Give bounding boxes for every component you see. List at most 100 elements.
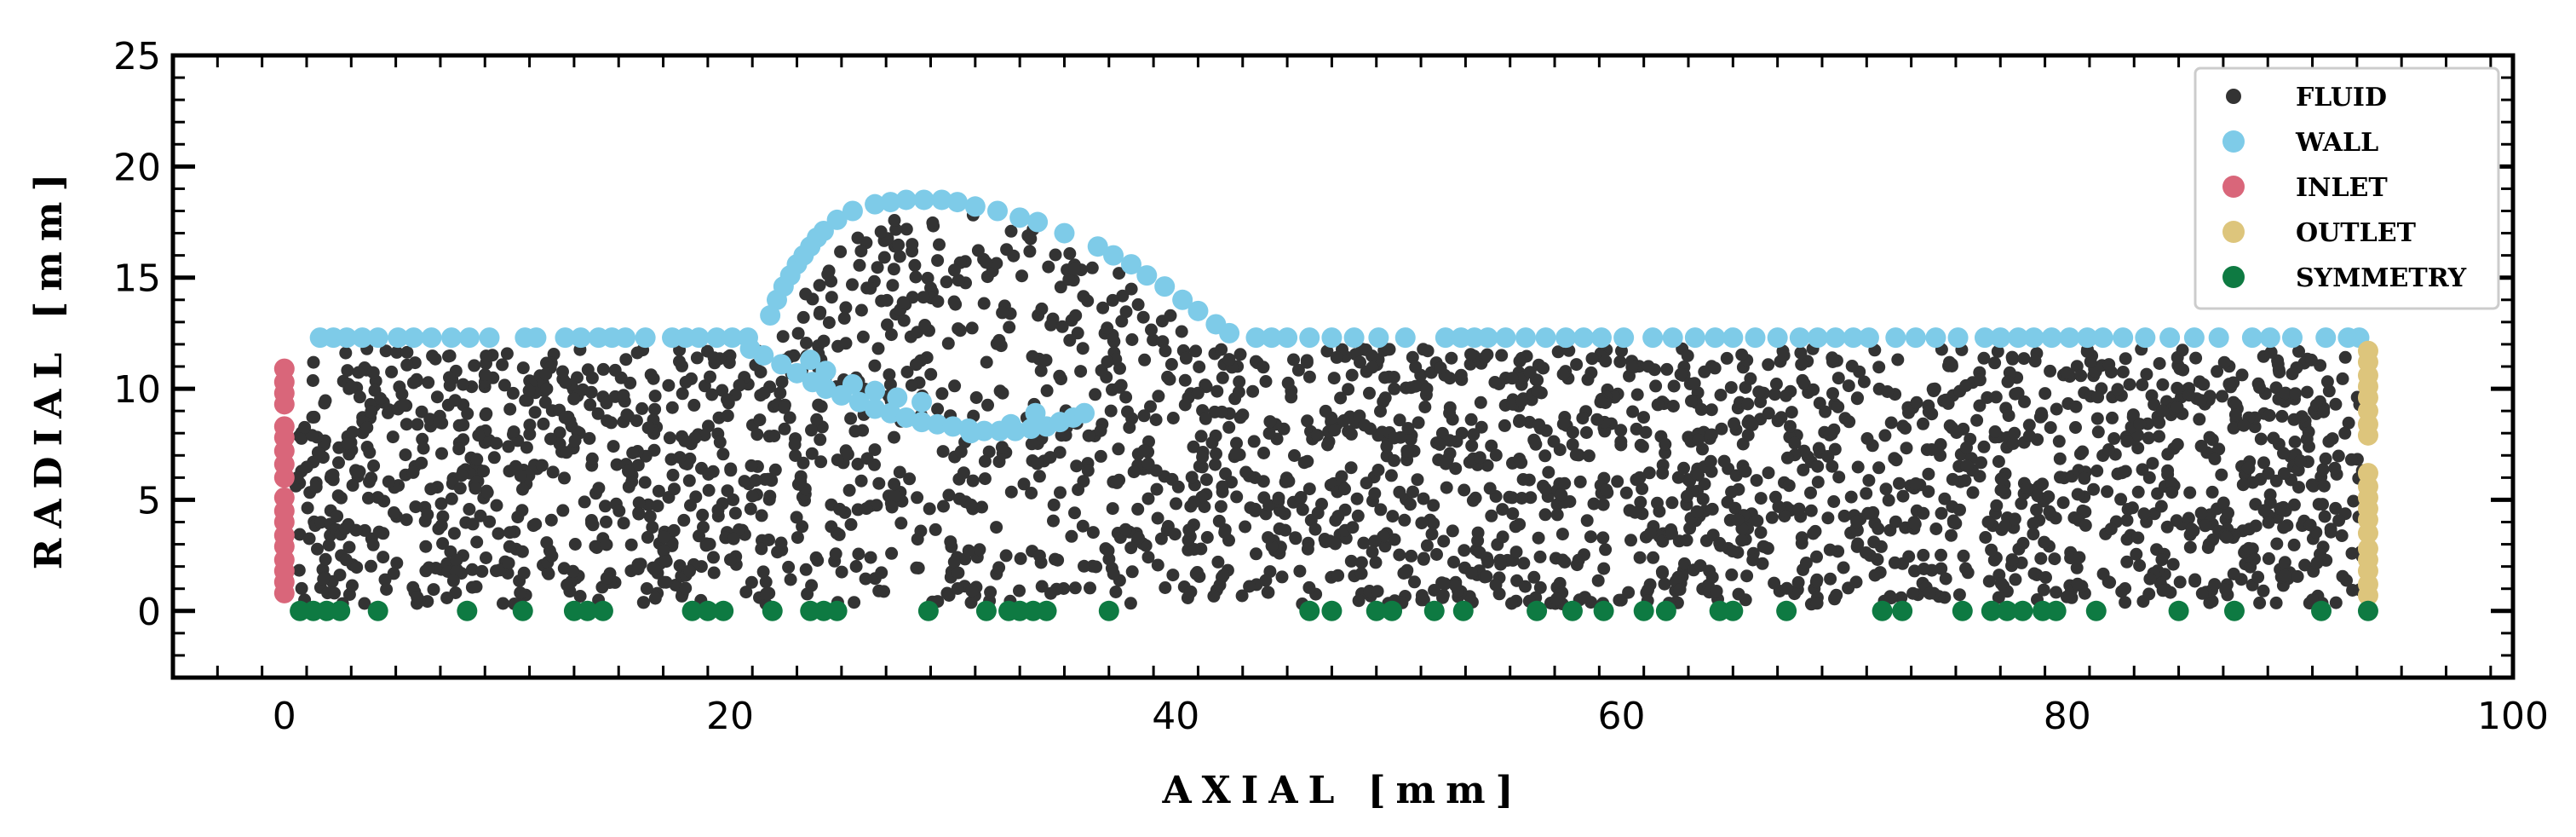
fluid-point bbox=[1436, 588, 1450, 602]
fluid-point bbox=[721, 393, 733, 407]
symmetry-point bbox=[713, 600, 734, 621]
wall-point bbox=[1573, 327, 1595, 349]
fluid-point bbox=[590, 541, 604, 554]
fluid-point bbox=[382, 406, 394, 419]
fluid-point bbox=[1837, 561, 1850, 574]
fluid-point bbox=[540, 536, 554, 550]
fluid-point bbox=[1704, 454, 1717, 468]
fluid-point bbox=[2091, 390, 2105, 404]
fluid-point bbox=[1182, 523, 1196, 537]
fluid-point bbox=[1639, 425, 1653, 439]
fluid-point bbox=[1409, 379, 1423, 393]
fluid-point bbox=[2027, 528, 2040, 541]
fluid-point bbox=[1425, 528, 1439, 541]
fluid-point bbox=[2269, 596, 2283, 609]
wall-point bbox=[615, 327, 636, 349]
fluid-point bbox=[519, 394, 532, 407]
wall-point bbox=[2259, 327, 2280, 349]
fluid-point bbox=[1708, 361, 1722, 375]
symmetry-point bbox=[1776, 600, 1797, 621]
fluid-point bbox=[1437, 534, 1451, 548]
fluid-point bbox=[888, 430, 900, 444]
fluid-point bbox=[1366, 349, 1379, 362]
wall-point bbox=[2059, 327, 2080, 349]
fluid-point bbox=[759, 575, 773, 589]
fluid-point bbox=[801, 587, 814, 601]
fluid-point bbox=[791, 477, 805, 491]
fluid-point bbox=[1788, 436, 1802, 450]
fluid-point bbox=[1992, 455, 2005, 468]
fluid-point bbox=[841, 447, 854, 461]
fluid-point bbox=[2332, 449, 2345, 463]
fluid-point bbox=[2006, 436, 2020, 450]
fluid-point bbox=[1728, 417, 1740, 430]
fluid-point bbox=[1329, 537, 1342, 551]
fluid-point bbox=[944, 535, 957, 549]
fluid-point bbox=[2053, 452, 2067, 465]
fluid-point bbox=[1467, 428, 1481, 442]
fluid-point bbox=[1141, 551, 1155, 564]
fluid-point bbox=[1246, 384, 1260, 398]
fluid-point bbox=[2203, 596, 2217, 609]
fluid-point bbox=[648, 402, 662, 416]
fluid-point bbox=[859, 572, 872, 586]
fluid-point bbox=[679, 375, 693, 389]
fluid-point bbox=[2318, 510, 2332, 523]
fluid-point bbox=[952, 274, 965, 287]
fluid-point bbox=[1988, 425, 2002, 438]
fluid-point bbox=[909, 270, 923, 284]
wall-point bbox=[336, 327, 358, 349]
fluid-point bbox=[1613, 593, 1626, 607]
x-tick-label: 40 bbox=[1152, 695, 1199, 738]
legend-label: WALL bbox=[2295, 128, 2378, 158]
fluid-point bbox=[753, 413, 767, 427]
fluid-point bbox=[2205, 485, 2219, 499]
fluid-point bbox=[1308, 522, 1322, 536]
fluid-point bbox=[1756, 557, 1769, 570]
fluid-point bbox=[844, 412, 858, 425]
fluid-point bbox=[1383, 343, 1396, 356]
fluid-point bbox=[846, 278, 859, 292]
fluid-point bbox=[2140, 367, 2153, 381]
legend-marker bbox=[2222, 130, 2245, 153]
fluid-point bbox=[2208, 578, 2222, 592]
fluid-point bbox=[877, 585, 890, 598]
fluid-point bbox=[1498, 418, 1511, 432]
fluid-point bbox=[2079, 518, 2092, 532]
fluid-point bbox=[1458, 483, 1471, 497]
fluid-point bbox=[1580, 514, 1594, 528]
fluid-point bbox=[1354, 556, 1368, 569]
fluid-point bbox=[480, 486, 494, 499]
wall-point bbox=[753, 344, 774, 366]
fluid-point bbox=[1233, 348, 1247, 361]
fluid-point bbox=[1728, 501, 1742, 515]
fluid-point bbox=[480, 551, 492, 564]
fluid-point bbox=[688, 431, 702, 445]
fluid-point bbox=[1765, 511, 1779, 524]
fluid-point bbox=[1106, 293, 1119, 307]
fluid-point bbox=[2215, 468, 2228, 482]
fluid-point bbox=[1960, 441, 1973, 454]
fluid-point bbox=[1998, 519, 2012, 533]
fluid-point bbox=[831, 453, 844, 467]
fluid-point bbox=[1715, 422, 1728, 436]
fluid-point bbox=[896, 296, 910, 309]
fluid-point bbox=[1625, 361, 1639, 373]
fluid-point bbox=[864, 551, 877, 564]
fluid-point bbox=[733, 378, 746, 392]
fluid-point bbox=[663, 431, 676, 445]
fluid-point bbox=[1624, 534, 1637, 547]
fluid-point bbox=[1345, 368, 1359, 382]
fluid-point bbox=[683, 564, 696, 578]
fluid-point bbox=[2130, 547, 2143, 561]
wall-point bbox=[1807, 327, 1828, 349]
fluid-point bbox=[933, 238, 946, 251]
fluid-point bbox=[1649, 379, 1663, 393]
fluid-point bbox=[341, 364, 354, 378]
wall-point bbox=[848, 391, 870, 413]
fluid-point bbox=[1068, 263, 1081, 276]
fluid-point bbox=[1850, 515, 1864, 528]
fluid-point bbox=[1291, 363, 1305, 377]
fluid-point bbox=[422, 376, 435, 390]
fluid-point bbox=[1121, 405, 1134, 418]
